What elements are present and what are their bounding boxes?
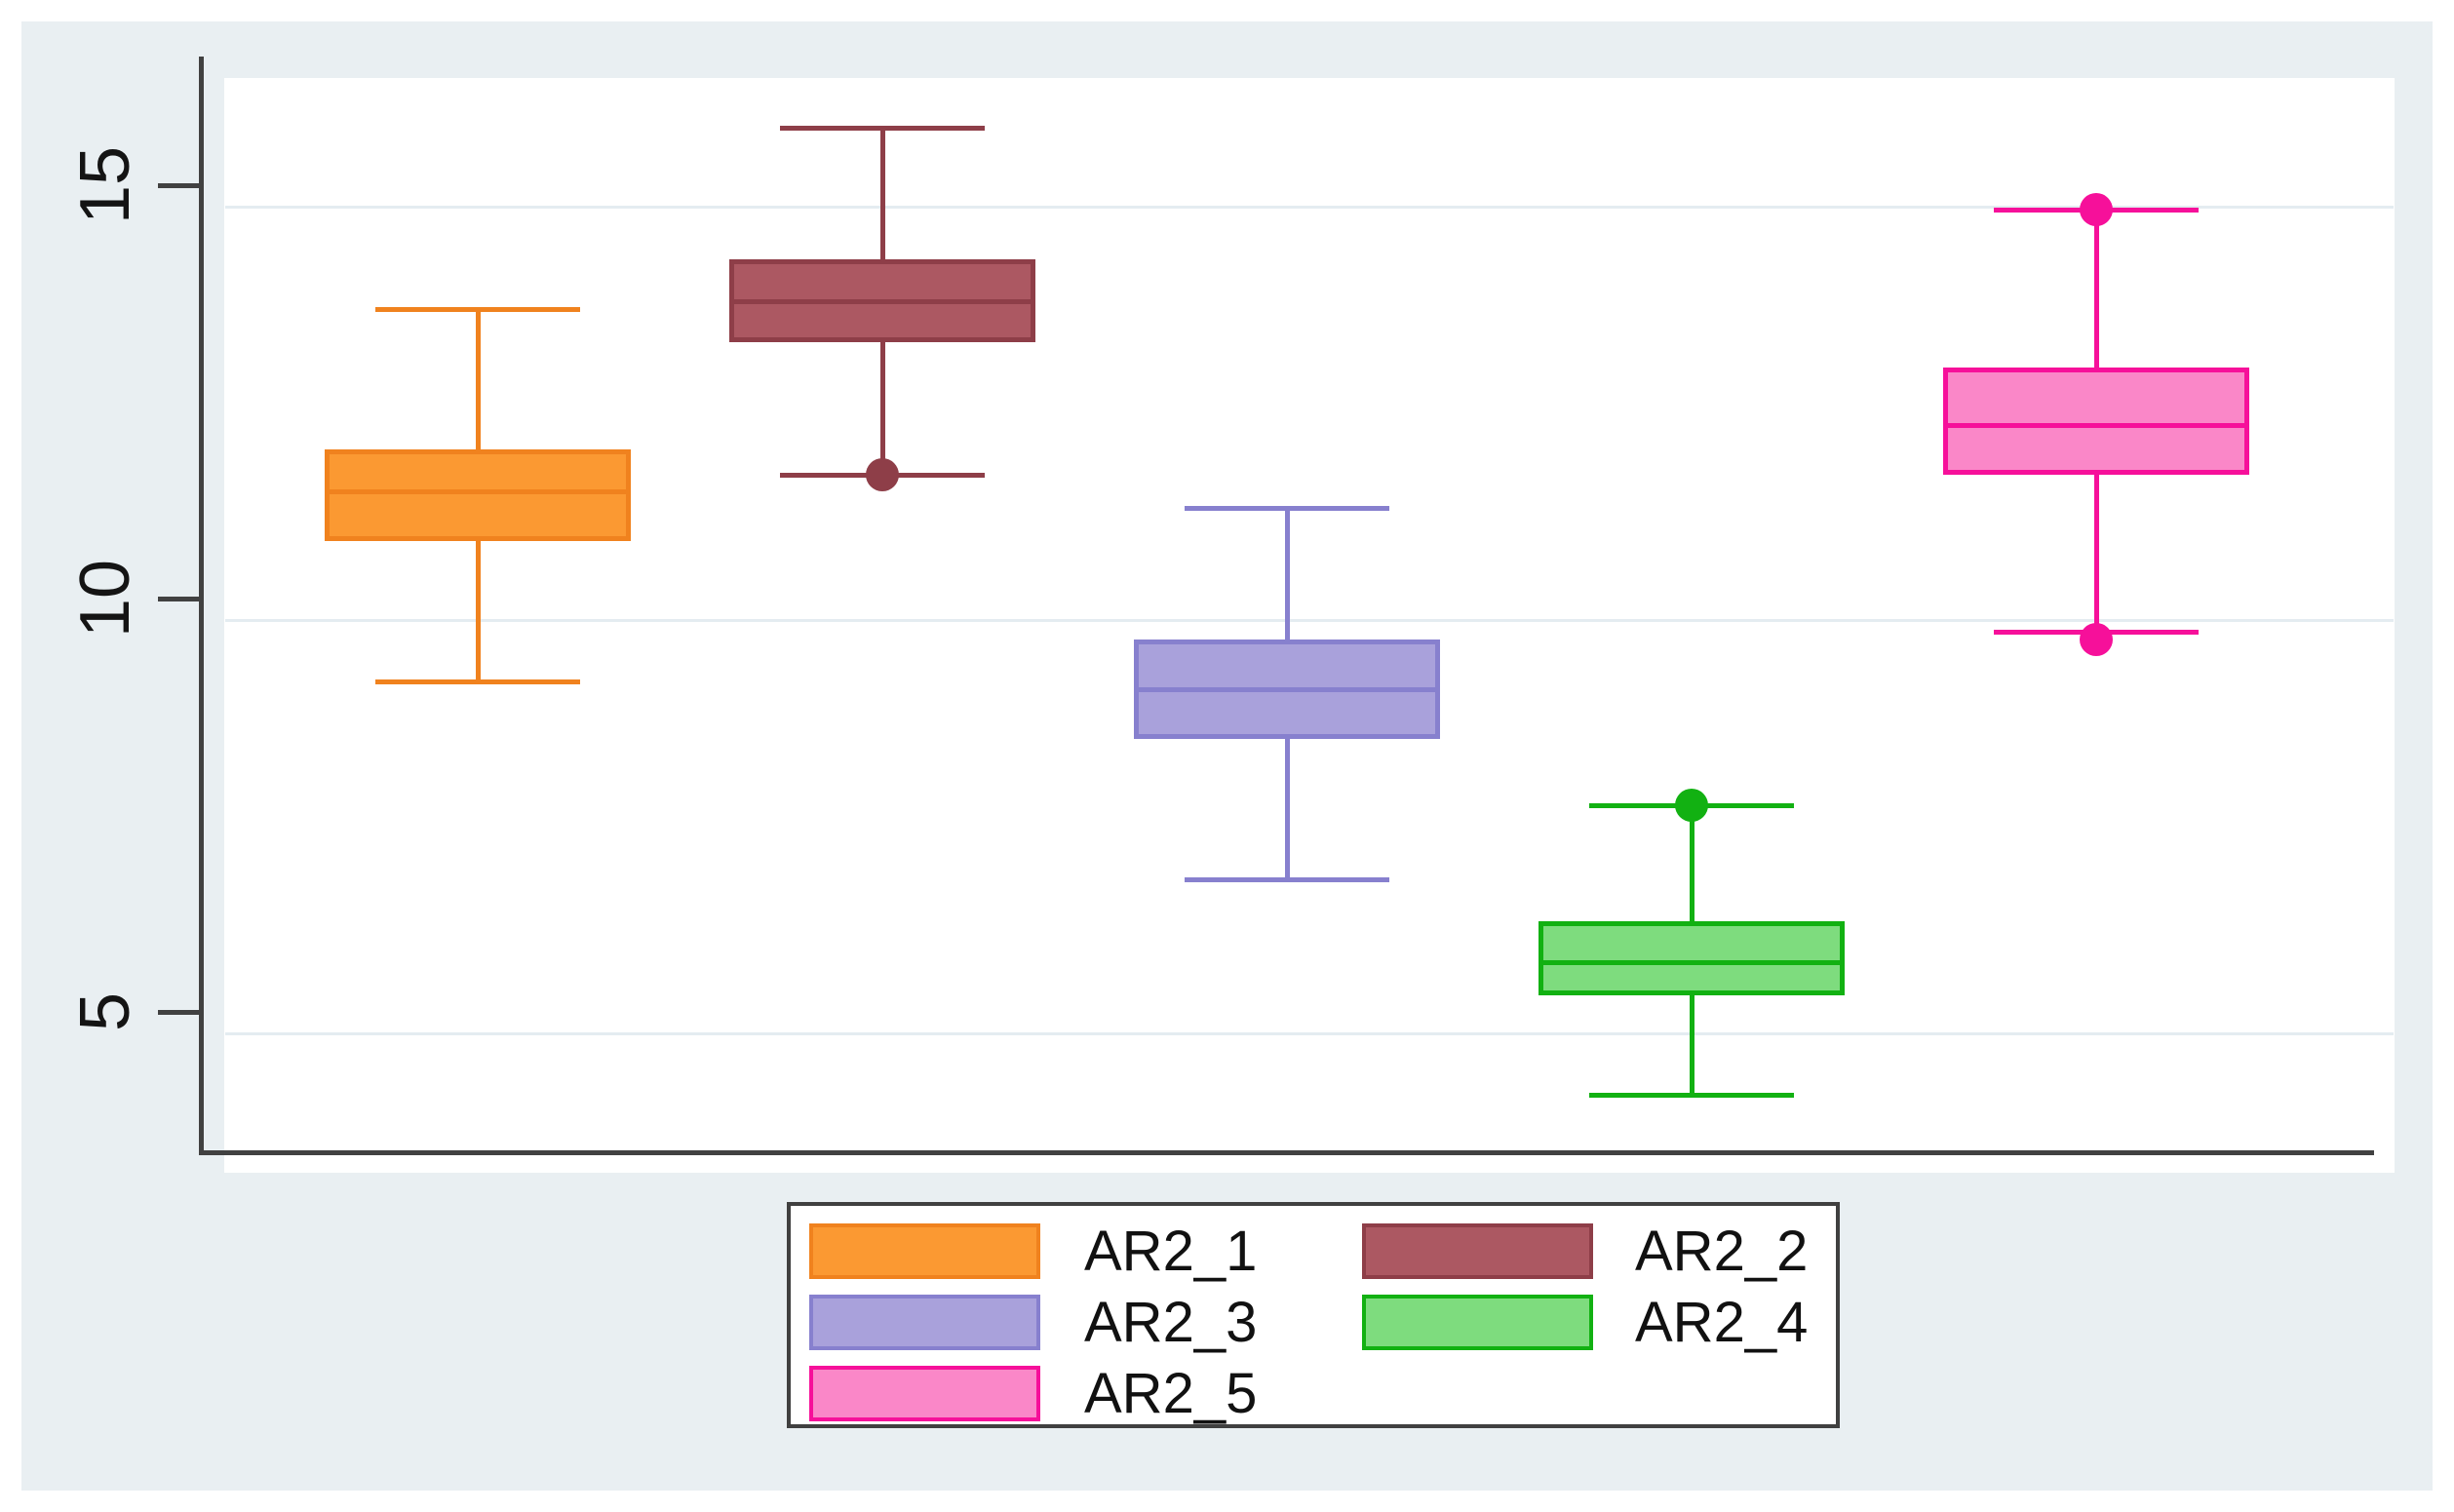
legend-label-AR2_5: AR2_5 xyxy=(1084,1362,1258,1425)
upper-whisker-stem xyxy=(2094,210,2099,368)
upper-whisker-cap xyxy=(780,125,985,131)
legend-swatch-AR2_2 xyxy=(1362,1223,1593,1279)
upper-whisker-stem xyxy=(880,127,885,260)
y-tick-label-15: 15 xyxy=(66,145,144,225)
lower-whisker-cap xyxy=(375,678,580,684)
lower-whisker-stem xyxy=(2094,474,2099,632)
upper-whisker-stem xyxy=(476,309,481,450)
iqr-box xyxy=(1539,920,1845,996)
lower-whisker-stem xyxy=(476,540,481,681)
figure-panel: 15 10 5 AR2_1 AR2_2 AR2_3 AR2_4 AR2_5 xyxy=(21,21,2433,1491)
lower-whisker-cap xyxy=(1185,877,1389,883)
legend-swatch-AR2_3 xyxy=(809,1295,1040,1350)
lower-whisker-cap xyxy=(1589,1092,1794,1098)
legend: AR2_1 AR2_2 AR2_3 AR2_4 AR2_5 xyxy=(787,1202,1840,1428)
lower-whisker-stem xyxy=(1690,995,1694,1095)
median-line xyxy=(1948,422,2244,428)
legend-swatch-AR2_4 xyxy=(1362,1295,1593,1350)
upper-whisker-stem xyxy=(1285,507,1290,640)
outlier-dot-AR2_5-0 xyxy=(2080,193,2113,227)
gridline-y10 xyxy=(225,619,2394,622)
upper-whisker-cap xyxy=(1185,505,1389,511)
x-axis-line xyxy=(199,1150,2374,1155)
gridline-y15 xyxy=(225,206,2394,209)
plot-area xyxy=(224,78,2395,1173)
y-tick-label-5: 5 xyxy=(66,991,144,1032)
gridline-y5 xyxy=(225,1032,2394,1035)
outlier-dot-AR2_2-0 xyxy=(866,457,899,491)
iqr-box xyxy=(325,449,631,541)
y-tick-15 xyxy=(158,183,199,188)
y-tick-10 xyxy=(158,597,199,601)
legend-label-AR2_3: AR2_3 xyxy=(1084,1291,1258,1354)
median-line xyxy=(330,488,626,494)
lower-whisker-stem xyxy=(1285,739,1290,880)
legend-label-AR2_2: AR2_2 xyxy=(1635,1220,1809,1283)
legend-label-AR2_1: AR2_1 xyxy=(1084,1220,1258,1283)
legend-swatch-AR2_5 xyxy=(809,1366,1040,1421)
legend-swatch-AR2_1 xyxy=(809,1223,1040,1279)
y-tick-5 xyxy=(158,1010,199,1015)
legend-label-AR2_4: AR2_4 xyxy=(1635,1291,1809,1354)
outlier-dot-AR2_5-1 xyxy=(2080,623,2113,657)
outlier-dot-AR2_4-0 xyxy=(1675,789,1708,822)
lower-whisker-stem xyxy=(880,342,885,475)
upper-whisker-stem xyxy=(1690,805,1694,921)
median-line xyxy=(1139,687,1435,693)
y-axis-line xyxy=(199,57,204,1155)
median-line xyxy=(734,298,1031,304)
iqr-box xyxy=(1943,367,2249,475)
y-tick-label-10: 10 xyxy=(66,559,144,639)
median-line xyxy=(1543,960,1840,966)
upper-whisker-cap xyxy=(375,307,580,313)
